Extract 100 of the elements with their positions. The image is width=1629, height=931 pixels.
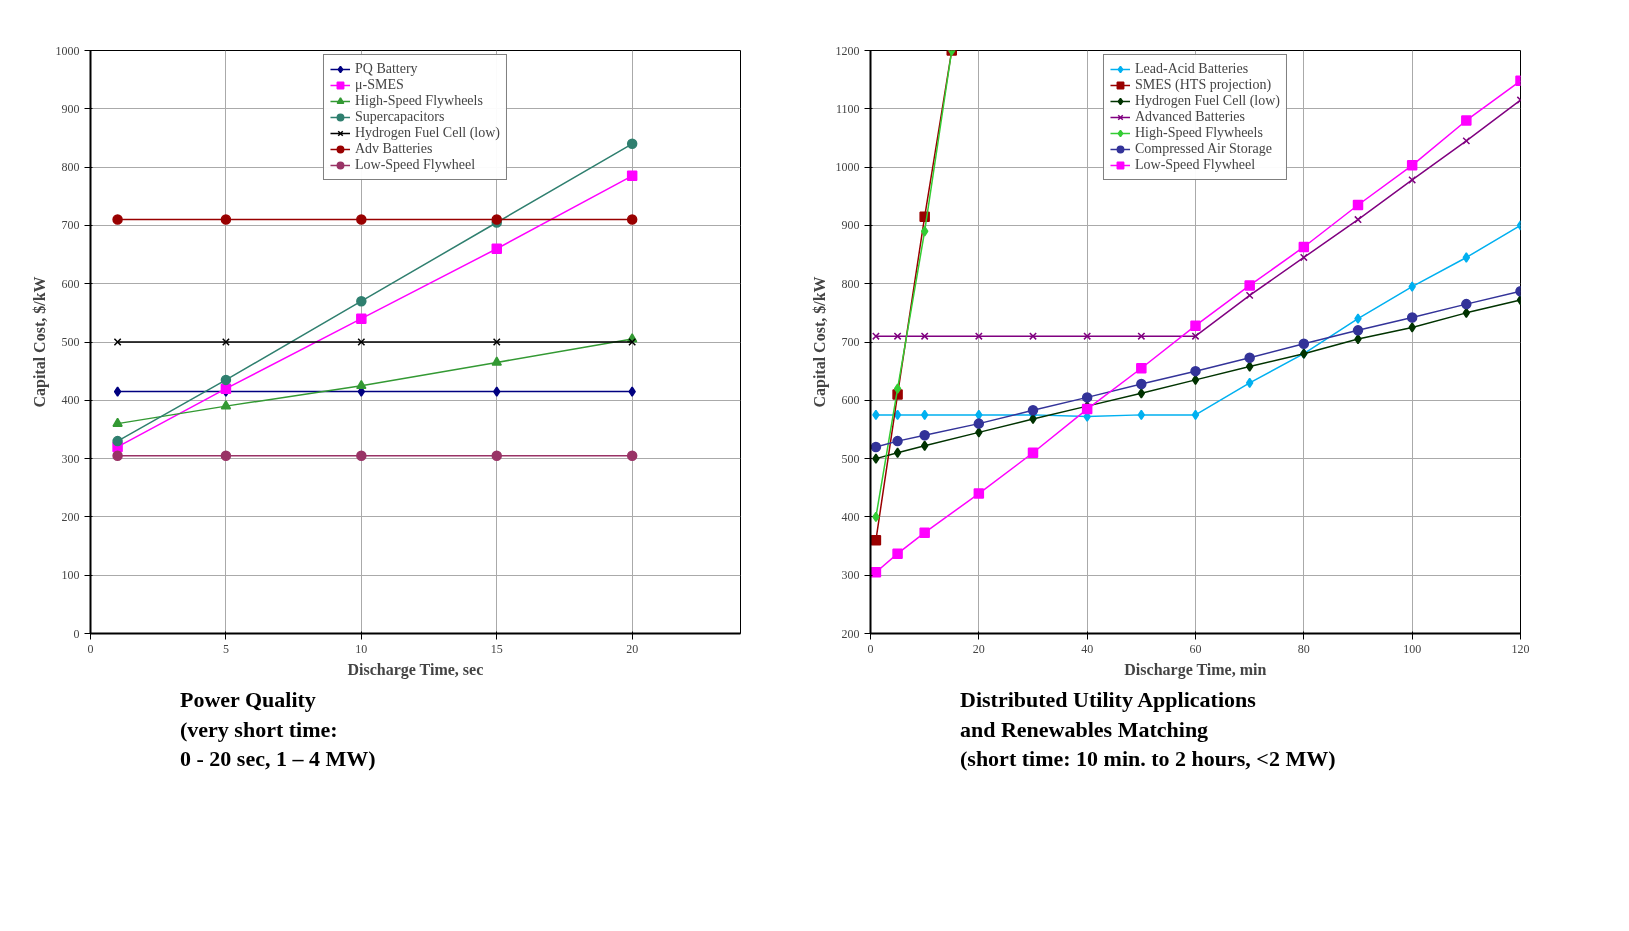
point — [872, 453, 880, 464]
point — [356, 313, 367, 324]
point — [1191, 332, 1200, 341]
y-tick-label: 500 — [841, 451, 860, 466]
y-tick-label: 1100 — [835, 101, 860, 116]
point — [220, 374, 232, 386]
point — [1137, 332, 1146, 341]
legend-label: Lead-Acid Batteries — [1134, 61, 1249, 77]
y-tick-label: 600 — [841, 393, 860, 408]
legend-label: SMES (HTS projection) — [1134, 77, 1272, 93]
y-tick-label: 900 — [61, 101, 80, 116]
point — [892, 435, 903, 447]
point — [1352, 325, 1364, 336]
point — [1190, 365, 1201, 377]
point — [112, 417, 123, 427]
y-tick-label: 300 — [841, 568, 860, 583]
point — [1245, 361, 1254, 372]
text: Distributed Utility Applications and Renewables Matching (short time: 10 min. to 2 hours, <2 MW) — [960, 686, 1336, 774]
x-axis-title: Discharge Time, min — [1124, 660, 1267, 679]
x-axis-title: Discharge Time, sec — [347, 660, 484, 679]
point — [1244, 352, 1255, 363]
point — [493, 386, 501, 397]
point — [1408, 281, 1416, 292]
legend-label: μ-SMES — [354, 77, 404, 93]
point — [892, 548, 903, 559]
y-tick-label: 800 — [841, 276, 860, 291]
x-tick-label: 80 — [1297, 641, 1310, 656]
point — [1408, 175, 1417, 184]
y-tick-label: 1200 — [835, 43, 860, 58]
y-tick-label: 300 — [61, 451, 80, 466]
point — [973, 418, 985, 429]
x-tick-label: 0 — [867, 641, 874, 656]
y-tick-label: 700 — [61, 218, 80, 233]
point — [893, 447, 902, 459]
point — [1245, 291, 1254, 300]
point — [112, 214, 123, 225]
y-tick-label: 400 — [841, 509, 860, 524]
point — [1406, 160, 1418, 171]
point — [357, 338, 366, 346]
y-tick-label: 200 — [61, 509, 80, 524]
point — [870, 567, 882, 578]
legend-label: PQ Battery — [354, 61, 418, 77]
x-tick-label: 20 — [972, 641, 985, 656]
y-tick-label: 100 — [61, 568, 80, 583]
point — [1191, 409, 1200, 421]
legend-label: Adv Batteries — [354, 141, 433, 157]
x-tick-label: 5 — [222, 641, 229, 656]
point — [626, 138, 638, 150]
x-tick-label: 20 — [626, 641, 639, 656]
point — [870, 441, 882, 453]
text: Power Quality (very short time: 0 - 20 sec, 1 – 4 MW) — [180, 686, 376, 774]
point — [1406, 312, 1418, 323]
point — [628, 386, 636, 397]
point — [1083, 332, 1092, 341]
point — [1299, 253, 1308, 262]
point — [221, 338, 230, 346]
legend-label: High-Speed Flywheels — [1134, 125, 1263, 141]
y-tick-label: 700 — [841, 335, 860, 349]
point — [1352, 199, 1364, 211]
legend-label: Hydrogen Fuel Cell (low) — [1134, 93, 1281, 109]
point — [491, 450, 502, 461]
y-axis-title: Capital Cost, $/kW — [810, 276, 829, 408]
point — [356, 379, 367, 390]
legend-label: Low-Speed Flywheel — [1134, 157, 1256, 173]
point — [1081, 392, 1093, 403]
y-tick-label: 400 — [61, 393, 80, 408]
y-tick-label: 600 — [61, 276, 80, 291]
point — [1298, 338, 1310, 349]
y-tick-label: 900 — [841, 218, 860, 233]
point — [893, 383, 902, 394]
point — [1462, 136, 1471, 145]
point — [492, 338, 501, 346]
x-tick-label: 0 — [87, 641, 94, 656]
legend-label: High-Speed Flywheels — [354, 93, 483, 109]
y-axis-title: Capital Cost, $/kW — [30, 276, 49, 408]
legend-label: Supercapacitors — [354, 109, 445, 125]
point — [973, 488, 985, 499]
legend-label: Compressed Air Storage — [1134, 141, 1272, 157]
point — [919, 430, 930, 441]
x-tick-label: 120 — [1511, 641, 1530, 656]
point — [920, 409, 929, 421]
point — [1354, 215, 1362, 224]
point — [1245, 377, 1254, 389]
point — [220, 400, 232, 410]
point — [919, 527, 930, 538]
point — [1137, 388, 1146, 399]
point — [113, 386, 122, 397]
point — [1354, 313, 1362, 324]
point — [356, 214, 367, 225]
y-tick-label: 500 — [61, 335, 80, 349]
y-tick-label: 800 — [61, 160, 80, 175]
x-tick-label: 60 — [1189, 641, 1202, 656]
point — [113, 338, 122, 346]
legend-label: Hydrogen Fuel Cell (low) — [354, 125, 501, 141]
point — [112, 435, 123, 447]
point — [920, 225, 929, 237]
point — [626, 214, 638, 225]
point — [975, 427, 983, 438]
point — [1136, 362, 1147, 374]
point — [112, 450, 123, 461]
